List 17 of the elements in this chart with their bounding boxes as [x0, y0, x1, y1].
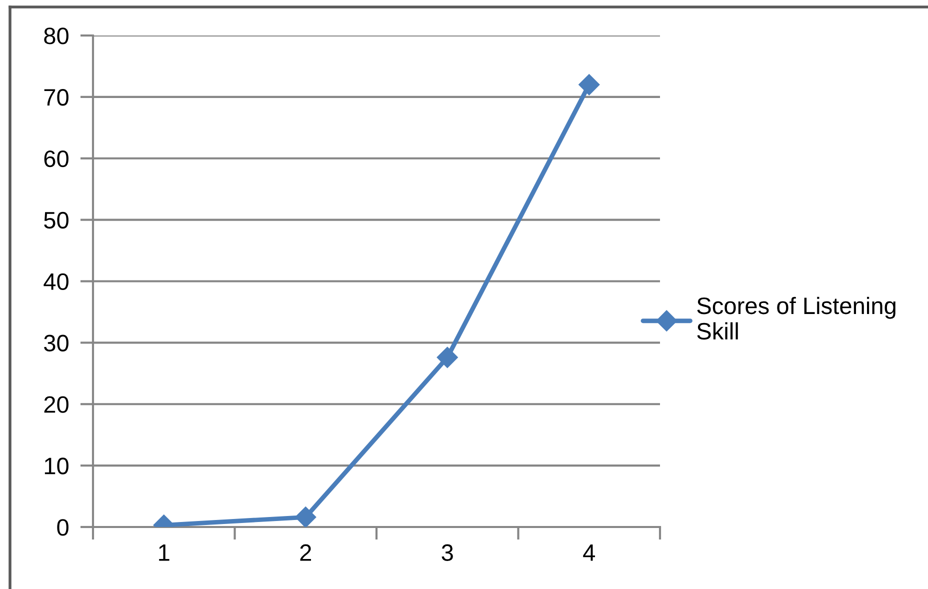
y-tick-label: 20 — [44, 396, 68, 413]
y-tick-label: 60 — [44, 150, 68, 168]
y-tick-label: 80 — [44, 28, 68, 44]
y-tick-label: 40 — [44, 273, 68, 290]
x-tick-label: 3 — [442, 544, 453, 562]
legend-label: Scores of Listening Skill — [697, 296, 896, 340]
x-tick-label: 4 — [583, 544, 595, 561]
y-tick-label: 0 — [57, 519, 68, 536]
y-tick-label: 50 — [44, 212, 68, 229]
x-tick-label: 2 — [300, 544, 312, 561]
x-tick-label: 1 — [159, 544, 170, 561]
y-tick-label: 30 — [44, 334, 68, 352]
y-tick-label: 70 — [44, 89, 68, 106]
y-tick-label: 10 — [44, 458, 68, 474]
point — [578, 74, 600, 96]
point — [295, 506, 316, 527]
point — [436, 346, 458, 368]
